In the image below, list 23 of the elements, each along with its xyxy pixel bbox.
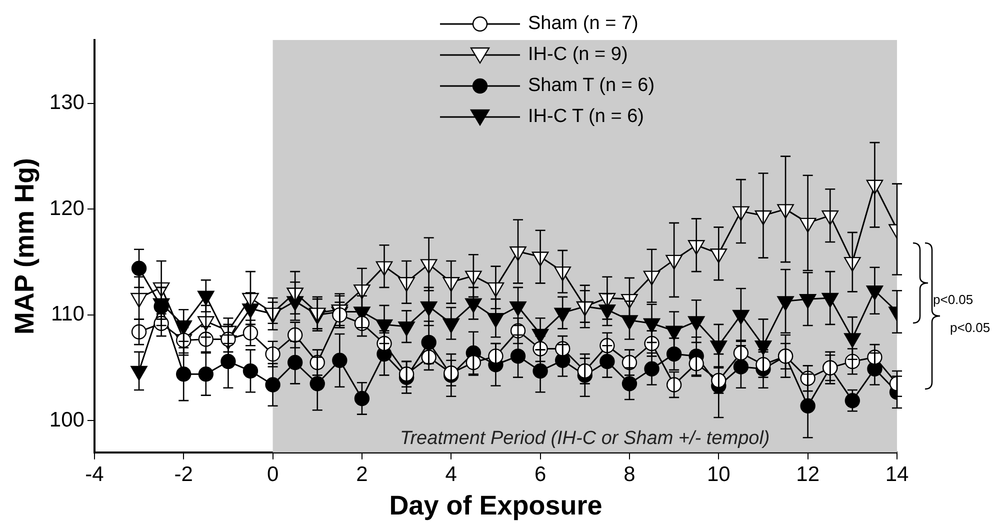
legend-label: Sham (n = 7) [528, 12, 638, 36]
x-tick-label: 8 [624, 462, 636, 486]
legend-label: IH-C T (n = 6) [528, 104, 644, 128]
x-tick-label: 0 [266, 462, 279, 486]
band-label: Treatment Period (IH-C or Sham +/- tempol) [400, 428, 770, 450]
text: p<0.05 [933, 292, 974, 307]
x-tick-label: 12 [796, 462, 820, 486]
x-tick-label: 4 [445, 462, 458, 486]
x-tick-label: 14 [885, 462, 909, 486]
x-axis-title: Day of Exposure [389, 490, 602, 520]
y-tick-label: 130 [49, 91, 84, 114]
x-tick-label: 10 [706, 462, 730, 486]
y-axis-title: MAP (mm Hg) [10, 158, 40, 334]
legend-label: IH-C (n = 9) [528, 42, 628, 66]
x-tick-label: 6 [534, 462, 546, 486]
text: p<0.05 [950, 320, 990, 335]
x-tick-label: 2 [356, 462, 368, 486]
y-tick-label: 110 [50, 302, 84, 326]
y-tick-label: 120 [49, 196, 84, 220]
x-tick-label: -4 [85, 462, 104, 486]
y-tick-label: 100 [49, 408, 84, 432]
x-tick-label: -2 [174, 462, 193, 486]
legend-label: Sham T (n = 6) [528, 74, 655, 98]
